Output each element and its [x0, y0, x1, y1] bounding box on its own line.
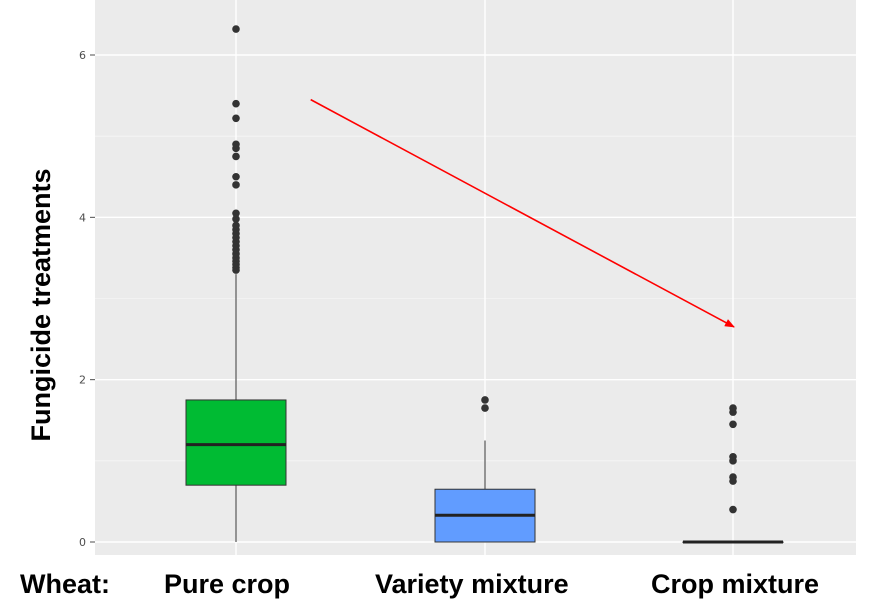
- y-tick-label: 2: [79, 374, 86, 387]
- outlier-point: [232, 114, 240, 123]
- trend-arrow-line: [310, 98, 735, 328]
- y-tick-label: 6: [79, 49, 86, 62]
- box-crop-mixture: [682, 404, 784, 544]
- y-tick-label: 4: [79, 211, 86, 224]
- outlier-point: [729, 404, 737, 412]
- outlier-point: [481, 404, 489, 412]
- x-axis-prefix: Wheat:: [20, 569, 110, 599]
- box-body: [185, 399, 287, 486]
- outlier-point: [729, 420, 737, 429]
- category-label-crop-mixture: Crop mixture: [651, 569, 819, 599]
- outlier-point: [232, 215, 240, 223]
- outlier-point: [232, 172, 240, 181]
- outlier-point: [481, 396, 489, 404]
- outlier-point: [232, 99, 240, 108]
- y-axis-title: Fungicide treatments: [26, 168, 56, 441]
- category-label-pure-crop: Pure crop: [164, 569, 290, 599]
- y-axis: 0 2 4 6: [79, 49, 95, 549]
- outlier-point: [232, 209, 240, 218]
- y-tick-label: 0: [79, 536, 86, 549]
- outlier-point: [232, 221, 240, 230]
- outlier-point: [729, 452, 737, 461]
- outlier-point: [729, 473, 737, 481]
- boxes: [185, 25, 784, 544]
- outlier-point: [232, 25, 240, 33]
- outlier-point: [232, 152, 240, 161]
- trend-arrow: [310, 98, 735, 328]
- category-label-variety-mixture: Variety mixture: [375, 569, 569, 599]
- box-pure-crop: [185, 25, 287, 542]
- outlier-point: [729, 505, 737, 514]
- outlier-point: [232, 140, 240, 149]
- box-variety-mixture: [434, 396, 536, 543]
- outlier-point: [232, 181, 240, 189]
